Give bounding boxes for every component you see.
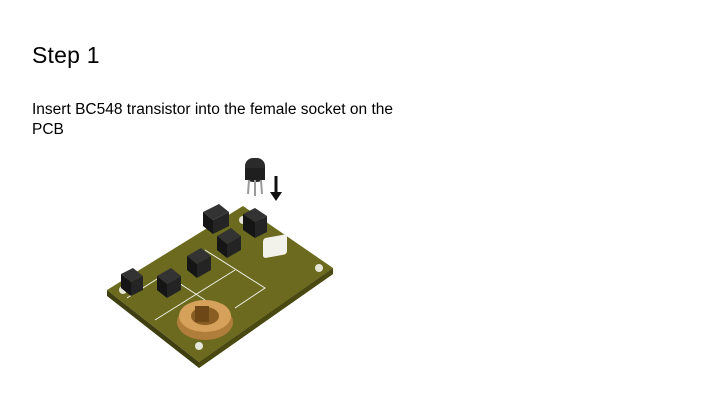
socket-middle bbox=[217, 228, 241, 258]
female-sockets bbox=[121, 204, 267, 298]
maker-logo bbox=[263, 234, 287, 258]
socket-lower bbox=[157, 268, 181, 298]
socket-top bbox=[203, 204, 229, 234]
socket-right bbox=[243, 208, 267, 238]
instruction-text: Insert BC548 transistor into the female … bbox=[32, 101, 393, 138]
pcb-illustration bbox=[95, 150, 355, 375]
slide-title: Step 1 bbox=[32, 42, 100, 68]
socket-left bbox=[121, 268, 143, 296]
pcb-drawing bbox=[107, 158, 333, 368]
transistor-icon bbox=[245, 158, 265, 196]
socket-center bbox=[187, 248, 211, 278]
insert-arrow-icon bbox=[270, 176, 282, 201]
battery-holder bbox=[177, 300, 233, 340]
